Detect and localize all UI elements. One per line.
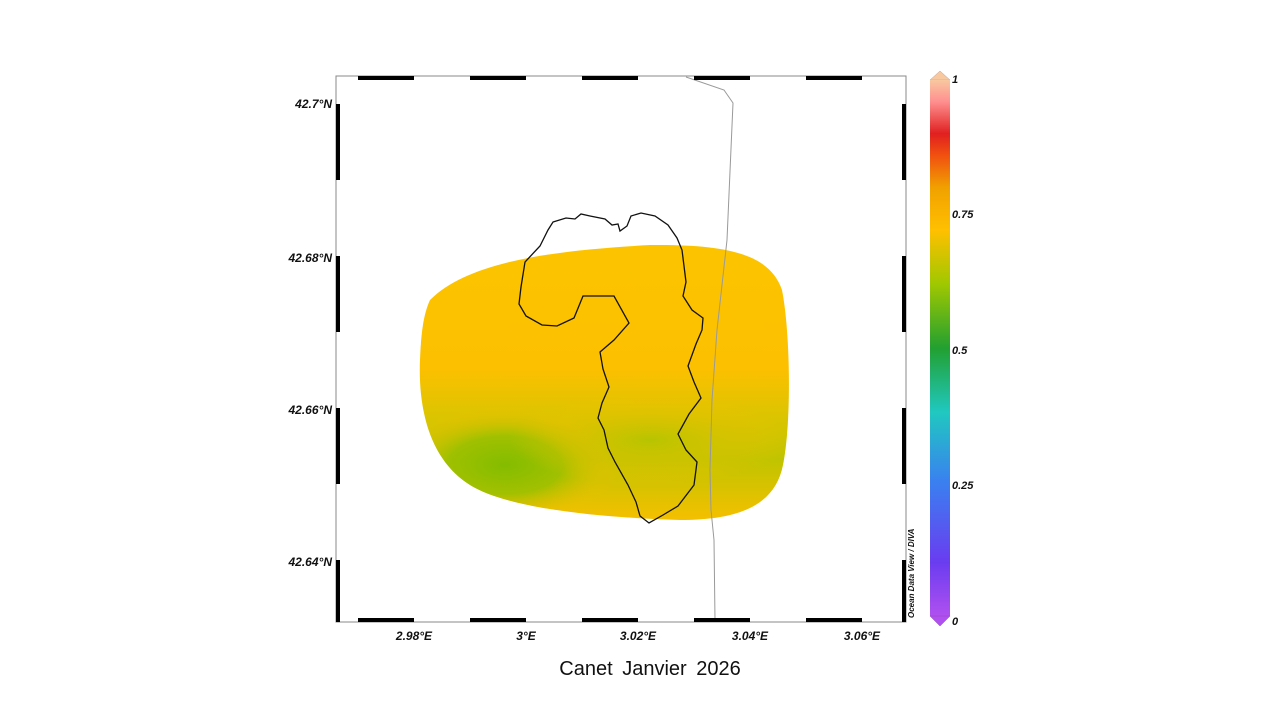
field-low-zone-east	[510, 395, 789, 485]
neatline-bottom-segment	[694, 618, 750, 622]
lat-label-42-70: 42.7°N	[294, 97, 332, 111]
neatline-right-segment	[902, 104, 906, 180]
colorbar-label-0-75: 0.75	[952, 209, 974, 221]
neatline-left-segment	[336, 560, 340, 622]
lon-label-3-00: 3°E	[516, 629, 536, 643]
neatline-left-segment	[336, 408, 340, 484]
neatline-bottom-segment	[806, 618, 862, 622]
lon-label-2-98: 2.98°E	[395, 629, 433, 643]
neatline-top-segment	[470, 76, 526, 80]
lon-labels: 2.98°E 3°E 3.02°E 3.04°E 3.06°E	[395, 629, 881, 643]
neatline-bottom-segment	[358, 618, 414, 622]
neatline-right-segment	[902, 560, 906, 622]
neatline-right-segment	[902, 408, 906, 484]
neatline-right-segment	[902, 256, 906, 332]
lat-label-42-66: 42.66°N	[288, 403, 333, 417]
neatline-top-segment	[582, 76, 638, 80]
neatline-left-segment	[336, 104, 340, 180]
map-neatline	[336, 76, 906, 622]
lat-label-42-64: 42.64°N	[288, 555, 333, 569]
map-caption: Canet Janvier 2026	[559, 658, 741, 680]
neatline-top-segment	[694, 76, 750, 80]
lon-label-3-06: 3.06°E	[844, 629, 881, 643]
colorbar-bottom-arrow	[929, 615, 951, 627]
coastline	[685, 76, 734, 621]
software-credit: Ocean Data View / DIVA	[907, 528, 916, 618]
neatline-bottom-segment	[582, 618, 638, 622]
colorbar-top-arrow	[929, 70, 951, 81]
lat-labels: 42.7°N 42.68°N 42.66°N 42.64°N	[288, 97, 333, 569]
lon-label-3-04: 3.04°E	[732, 629, 769, 643]
colorbar-label-0-5: 0.5	[952, 345, 968, 357]
neatline-bottom-segment	[470, 618, 526, 622]
lagoon-outline	[518, 212, 704, 524]
lat-label-42-68: 42.68°N	[288, 251, 333, 265]
neatline-top-segment	[358, 76, 414, 80]
colorbar-label-1: 1	[952, 74, 958, 86]
neatline-left-segment	[336, 256, 340, 332]
colorbar-label-0-25: 0.25	[952, 480, 974, 492]
colorbar: 1 0.75 0.5 0.25 0	[929, 70, 974, 628]
neatline-top-segment	[806, 76, 862, 80]
colorbar-label-0: 0	[952, 616, 959, 628]
colorbar-ramp	[930, 80, 950, 616]
lon-label-3-02: 3.02°E	[620, 629, 657, 643]
